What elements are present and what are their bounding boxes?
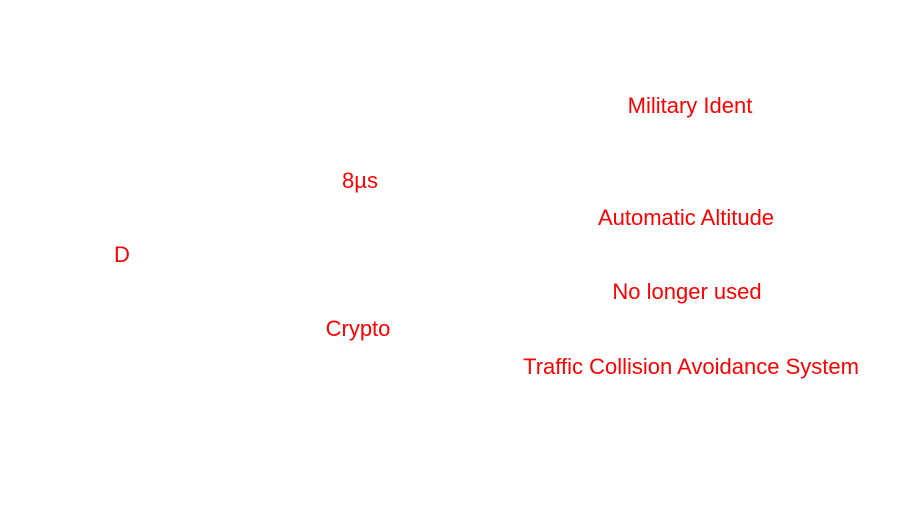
mode-d-label: D bbox=[114, 242, 130, 267]
pulse-8us-label: 8µs bbox=[342, 168, 378, 193]
crypto-label: Crypto bbox=[325, 316, 391, 341]
military-ident-label: Military Ident bbox=[627, 93, 753, 118]
automatic-altitude-label: Automatic Altitude bbox=[597, 205, 775, 230]
tcas-label: Traffic Collision Avoidance System bbox=[523, 354, 859, 379]
no-longer-used-label: No longer used bbox=[612, 279, 762, 304]
